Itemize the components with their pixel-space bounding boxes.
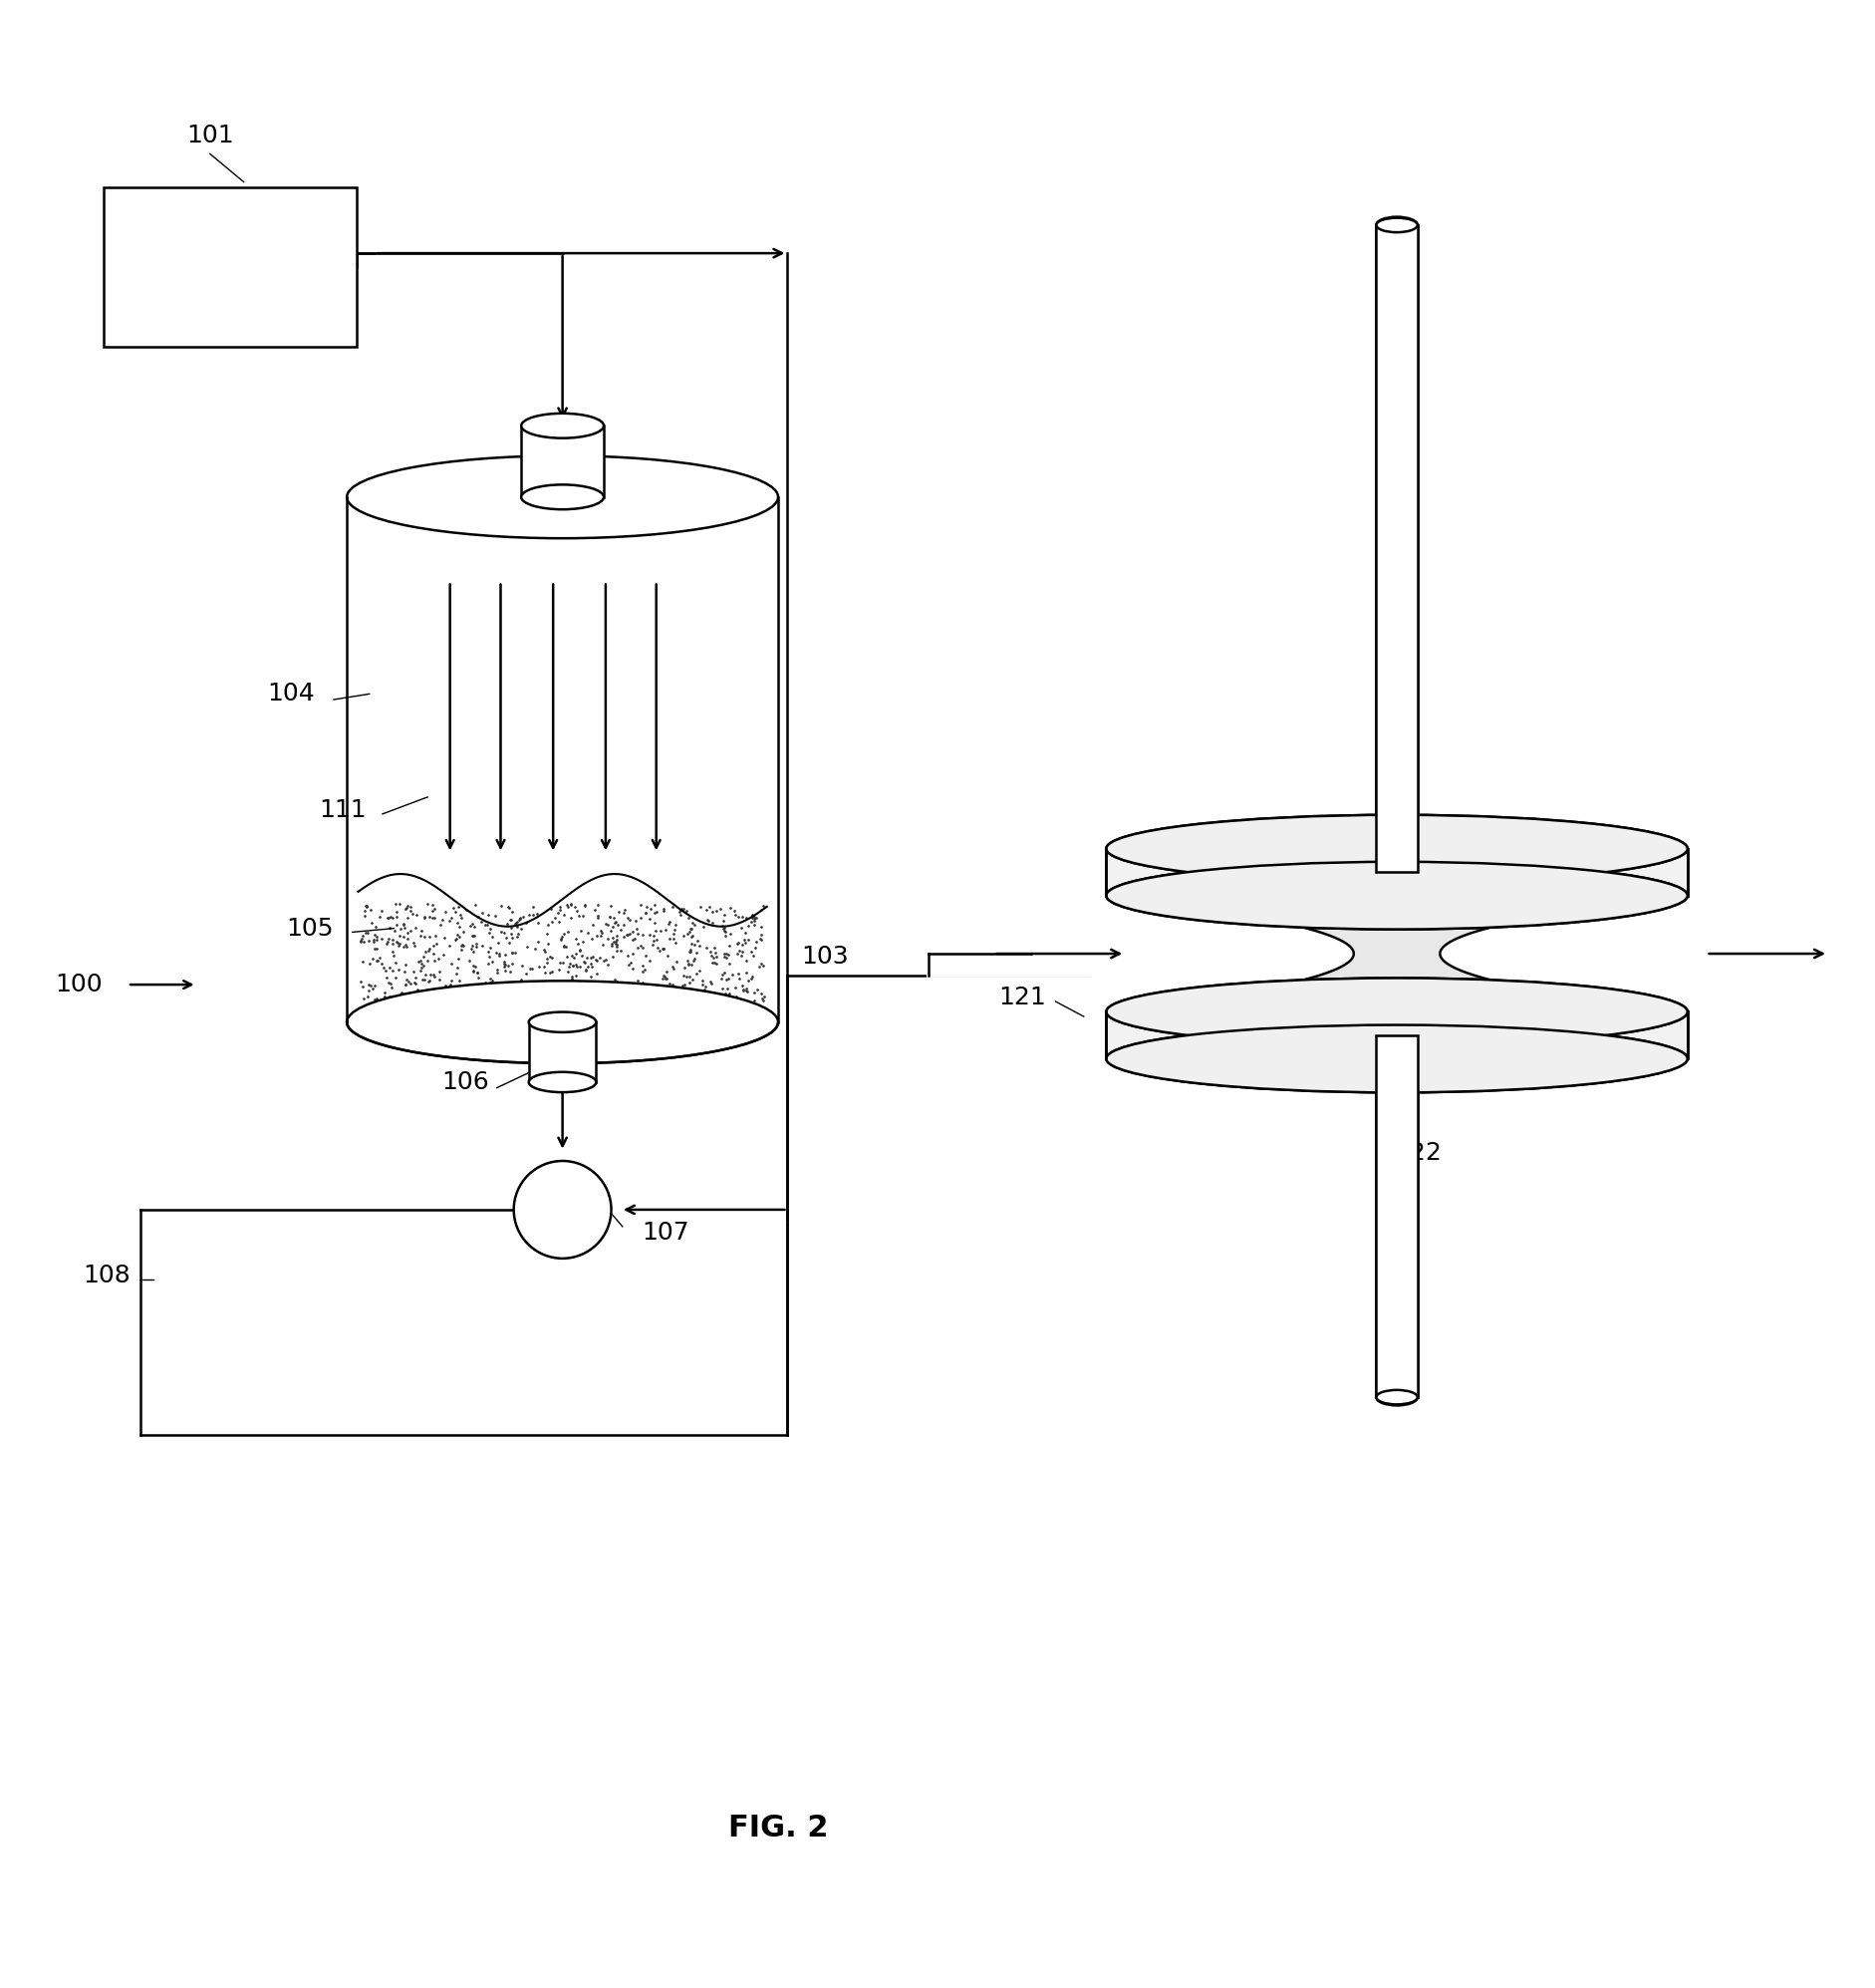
Text: 104: 104 xyxy=(266,682,315,706)
Ellipse shape xyxy=(1376,217,1417,233)
Ellipse shape xyxy=(1106,815,1688,883)
Polygon shape xyxy=(1106,895,1688,1012)
Text: FIG. 2: FIG. 2 xyxy=(728,1815,829,1843)
Ellipse shape xyxy=(1376,1390,1417,1404)
Ellipse shape xyxy=(1376,219,1417,233)
Ellipse shape xyxy=(521,485,604,509)
Ellipse shape xyxy=(1106,978,1688,1046)
Ellipse shape xyxy=(1106,815,1688,883)
Ellipse shape xyxy=(529,1012,596,1032)
Text: 107: 107 xyxy=(641,1221,690,1244)
Ellipse shape xyxy=(1376,1390,1417,1406)
Text: 122: 122 xyxy=(1393,1141,1442,1165)
Circle shape xyxy=(514,1161,611,1258)
Text: 101: 101 xyxy=(186,123,234,147)
Text: 108: 108 xyxy=(82,1262,131,1288)
Bar xyxy=(1376,225,1417,849)
Text: 123: 123 xyxy=(1560,1004,1609,1028)
Ellipse shape xyxy=(1106,1026,1688,1093)
Text: 106: 106 xyxy=(441,1070,489,1093)
Bar xyxy=(1106,849,1688,895)
Text: 103: 103 xyxy=(801,944,849,968)
Ellipse shape xyxy=(529,1072,596,1091)
Bar xyxy=(529,1022,596,1081)
Text: 102: 102 xyxy=(388,475,437,499)
Text: 100: 100 xyxy=(54,972,103,996)
Ellipse shape xyxy=(1106,861,1688,928)
Bar xyxy=(1376,1060,1417,1398)
Ellipse shape xyxy=(347,455,778,539)
Ellipse shape xyxy=(1106,861,1688,928)
Ellipse shape xyxy=(1106,978,1688,1046)
Text: 121: 121 xyxy=(998,986,1046,1010)
Ellipse shape xyxy=(521,414,604,437)
Text: 111: 111 xyxy=(319,799,367,823)
Bar xyxy=(1106,1012,1688,1060)
Ellipse shape xyxy=(347,980,778,1064)
Ellipse shape xyxy=(1106,1026,1688,1093)
Text: 105: 105 xyxy=(285,916,334,940)
Bar xyxy=(521,425,604,497)
Bar xyxy=(1376,225,1417,873)
Text: 120: 120 xyxy=(1618,847,1667,871)
Bar xyxy=(1376,1036,1417,1398)
Bar xyxy=(103,187,356,348)
